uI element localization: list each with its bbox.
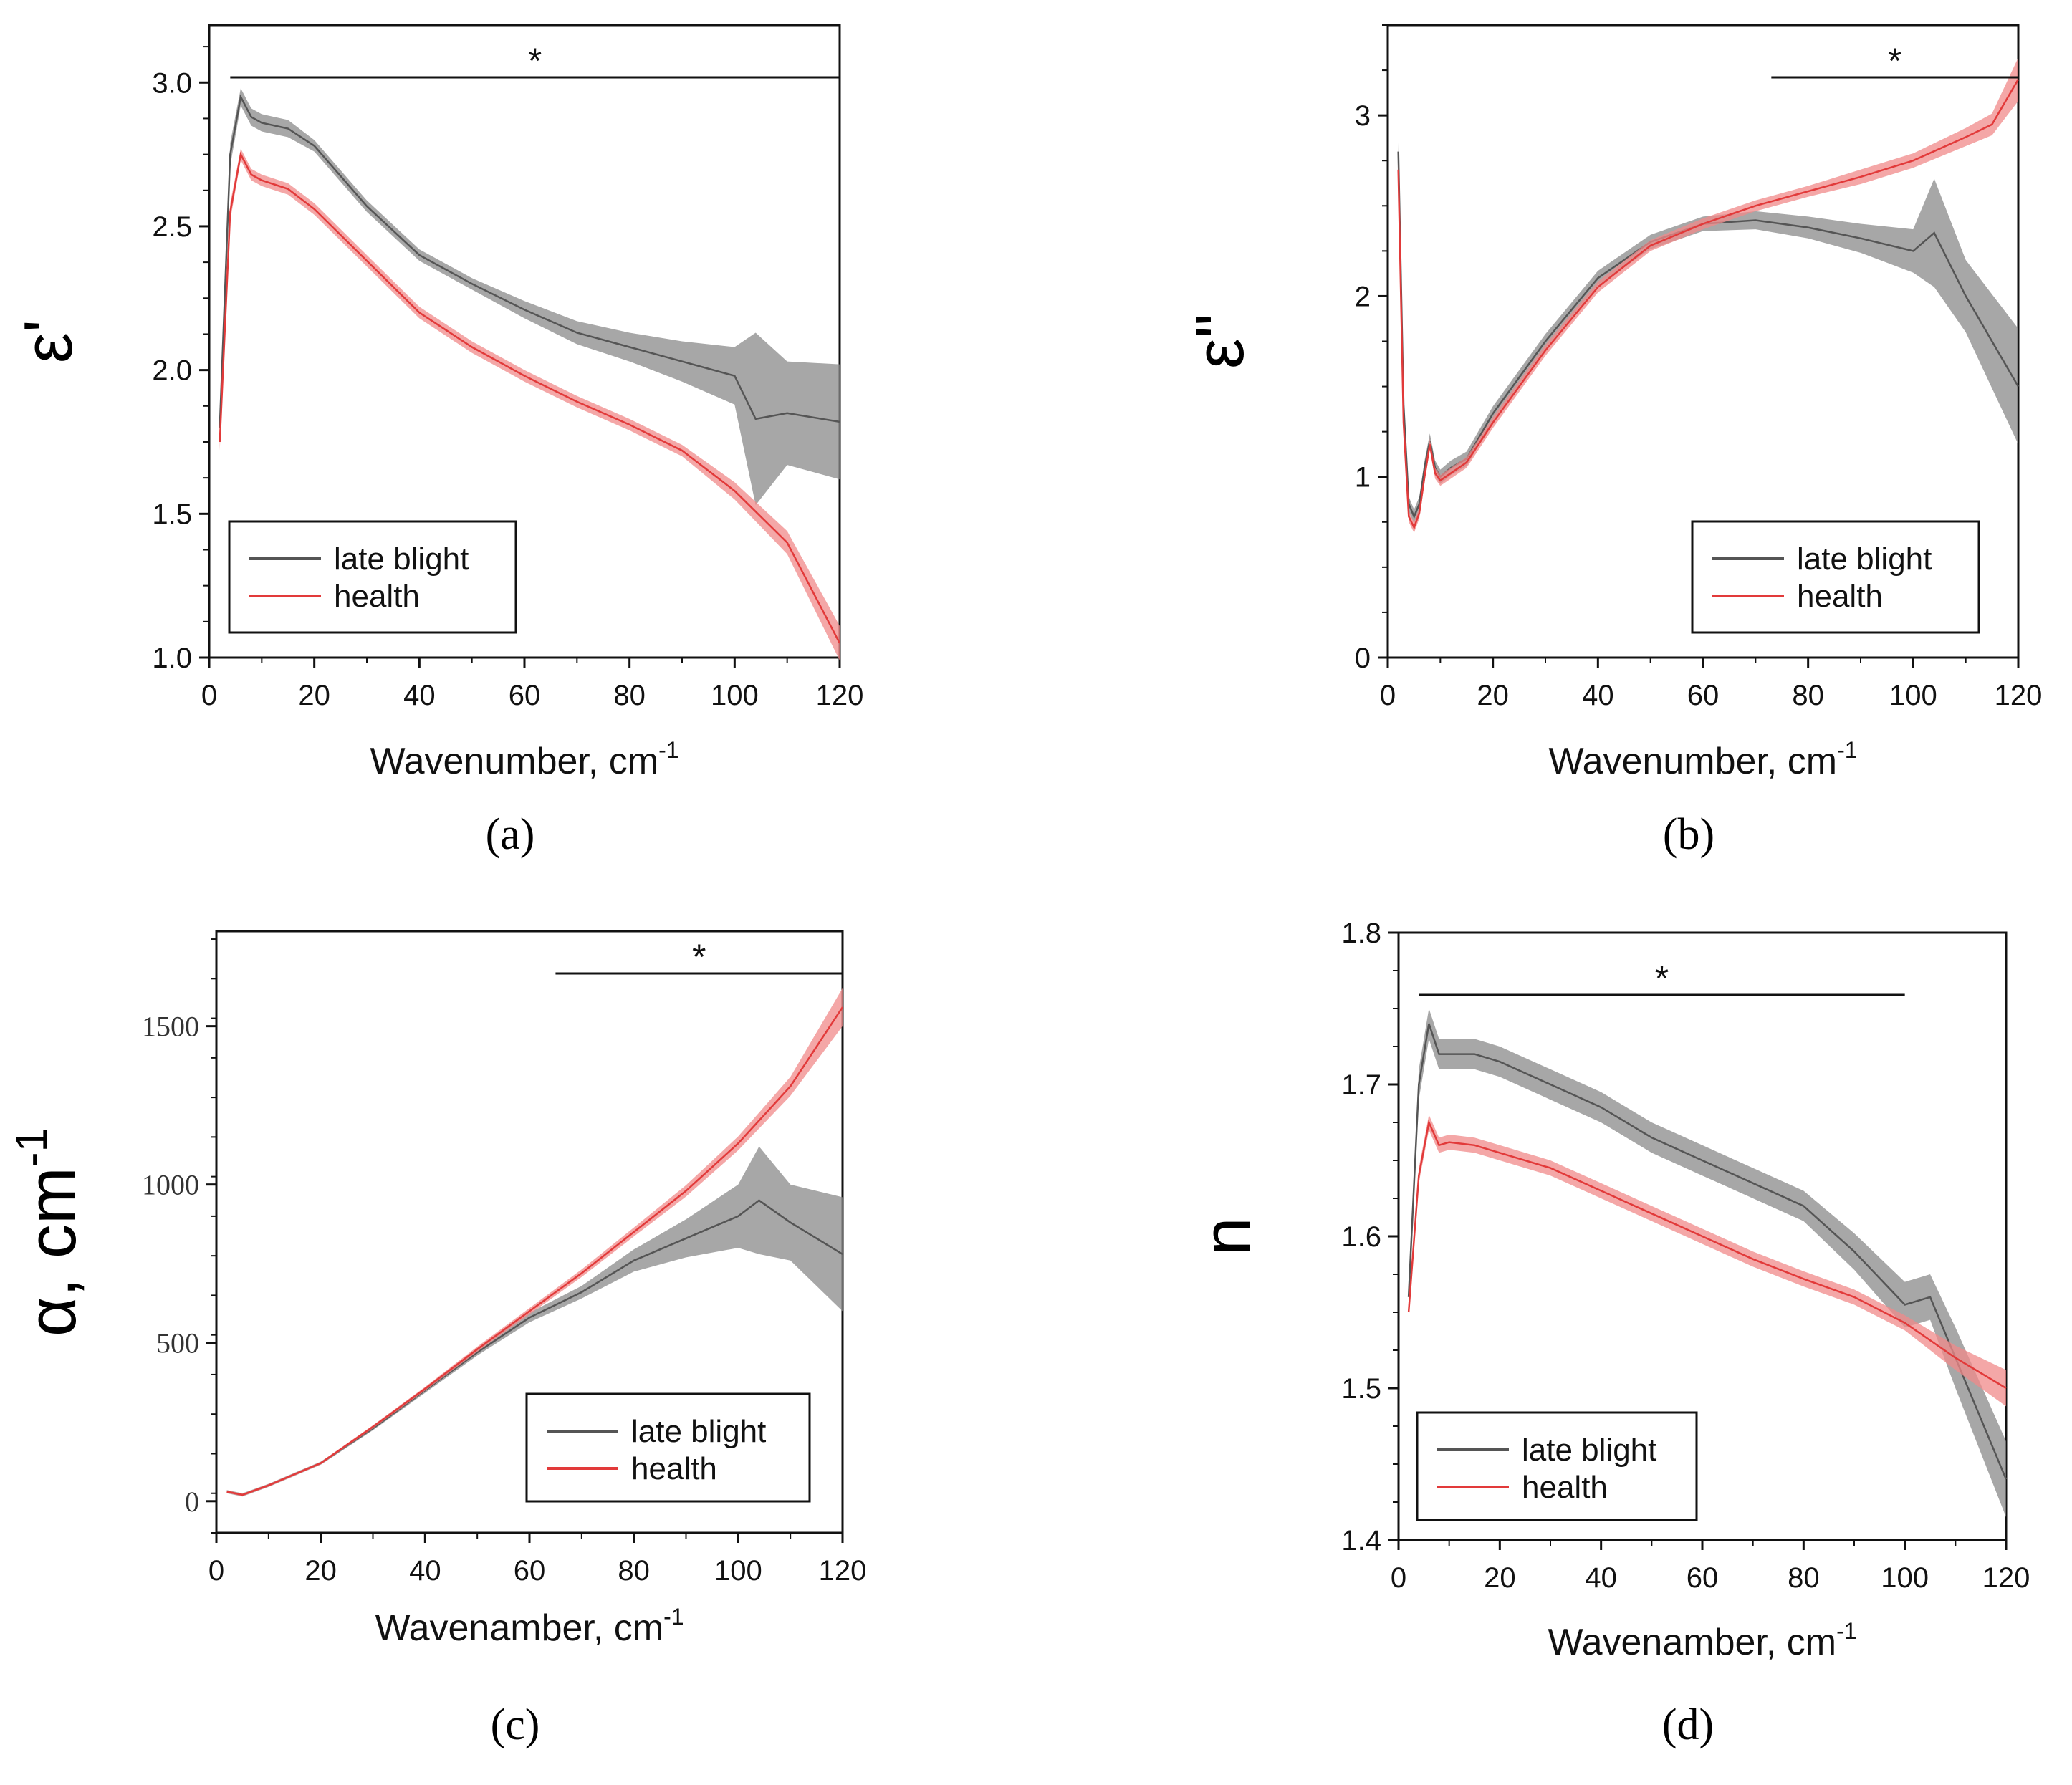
legend-box (228, 520, 517, 634)
x-tick-label: 100 (714, 1555, 762, 1587)
significance-star: * (1888, 41, 1901, 81)
health-series-line (226, 1006, 844, 1496)
y-tick-label: 0 (1355, 643, 1371, 674)
health-error-band (1398, 57, 2018, 533)
health-series-line (1407, 1119, 2007, 1390)
x-tick-label: 0 (1391, 1562, 1406, 1594)
x-tick-label: 0 (1380, 680, 1396, 711)
legend-label: late blight (1797, 542, 1932, 577)
significance-star: * (692, 937, 706, 977)
panel-label: (a) (486, 810, 535, 859)
significance-star: * (528, 41, 542, 81)
late-blight-series-line (1407, 1023, 2008, 1480)
late-blight-series-line (1397, 151, 2020, 519)
y-tick-label: 1.8 (1341, 918, 1381, 949)
y-tick-label: 3.0 (152, 67, 192, 99)
health-series-line (219, 151, 841, 644)
x-axis-label: Wavenamber, cm-1 (1548, 1618, 1856, 1663)
significance-star: * (1655, 958, 1669, 999)
x-tick-label: 0 (201, 680, 217, 711)
legend-box (525, 1392, 811, 1503)
health-series-line (1397, 79, 2020, 530)
y-axis-label: n (1189, 1217, 1265, 1255)
legend-label: health (631, 1451, 717, 1486)
late-blight-series-line (219, 94, 840, 428)
legend-label: late blight (631, 1414, 766, 1449)
x-axis-label: Wavenumber, cm-1 (1548, 737, 1857, 782)
x-tick-label: 20 (298, 680, 330, 711)
y-axis-label: ε' (10, 319, 87, 363)
y-tick-label: 3 (1355, 100, 1371, 132)
x-axis-label: Wavenamber, cm-1 (375, 1604, 684, 1649)
x-tick-label: 40 (1582, 680, 1614, 711)
x-tick-label: 40 (403, 680, 436, 711)
x-tick-label: 120 (1982, 1562, 2030, 1594)
y-axis-label: ε" (1181, 314, 1258, 369)
late-blight-error-band (1398, 143, 2018, 524)
legend-label: health (1797, 579, 1883, 614)
y-tick-label: 1.5 (1341, 1373, 1381, 1405)
x-tick-label: 20 (1477, 680, 1509, 711)
x-tick-label: 80 (613, 680, 646, 711)
x-tick-label: 60 (1687, 680, 1720, 711)
y-tick-label: 1.7 (1341, 1069, 1381, 1101)
y-tick-label: 1 (1355, 462, 1371, 494)
y-tick-label: 2 (1355, 281, 1371, 312)
y-axis-label: α, cm-1 (7, 1127, 90, 1337)
y-tick-label: 2.0 (152, 355, 192, 387)
legend-label: late blight (334, 542, 469, 577)
panel-label: (d) (1662, 1700, 1714, 1749)
x-tick-label: 60 (514, 1555, 546, 1587)
x-tick-label: 40 (409, 1555, 441, 1587)
x-tick-label: 100 (1881, 1562, 1929, 1594)
x-tick-label: 60 (509, 680, 541, 711)
x-tick-label: 100 (711, 680, 759, 711)
x-tick-label: 120 (1995, 680, 2043, 711)
x-tick-label: 120 (819, 1555, 867, 1587)
x-tick-label: 80 (1788, 1562, 1820, 1594)
x-tick-label: 60 (1687, 1562, 1719, 1594)
late-blight-error-band (219, 88, 840, 506)
x-tick-label: 40 (1585, 1562, 1617, 1594)
y-tick-label: 1.4 (1341, 1525, 1381, 1557)
x-tick-label: 20 (1484, 1562, 1516, 1594)
y-tick-label: 0 (185, 1486, 199, 1518)
chart-panel: 0 20 40 60 80 100 120 1.4 1.5 1.6 1.7 1.8 * late blig… (1189, 918, 2030, 1749)
y-tick-label: 1000 (142, 1169, 199, 1201)
y-tick-label: 1500 (142, 1011, 199, 1043)
legend-label: health (1522, 1470, 1608, 1505)
late-blight-error-band (226, 1146, 843, 1497)
legend-label: late blight (1522, 1433, 1656, 1468)
x-tick-label: 80 (1792, 680, 1824, 711)
x-tick-label: 0 (208, 1555, 224, 1587)
x-tick-label: 120 (816, 680, 864, 711)
chart-panel: 0 20 40 60 80 100 120 1.0 1.5 2.0 2.5 3.0 * late blig… (10, 24, 864, 859)
legend-label: health (334, 579, 420, 614)
y-tick-label: 500 (156, 1327, 199, 1360)
panel-label: (b) (1663, 810, 1714, 859)
panel-label: (c) (491, 1700, 540, 1749)
y-tick-label: 1.6 (1341, 1221, 1381, 1253)
chart-panel: 0 20 40 60 80 100 120 0 500 1000 1500 * late blighth… (7, 930, 867, 1749)
y-tick-label: 2.5 (152, 211, 192, 243)
x-tick-label: 20 (304, 1555, 337, 1587)
legend-box (1691, 520, 1980, 634)
y-tick-label: 1.0 (152, 643, 192, 674)
legend-box (1416, 1411, 1698, 1521)
late-blight-error-band (1409, 1009, 2006, 1518)
x-axis-label: Wavenumber, cm-1 (370, 737, 678, 782)
y-tick-label: 1.5 (152, 499, 192, 530)
x-tick-label: 100 (1889, 680, 1937, 711)
x-tick-label: 80 (618, 1555, 650, 1587)
